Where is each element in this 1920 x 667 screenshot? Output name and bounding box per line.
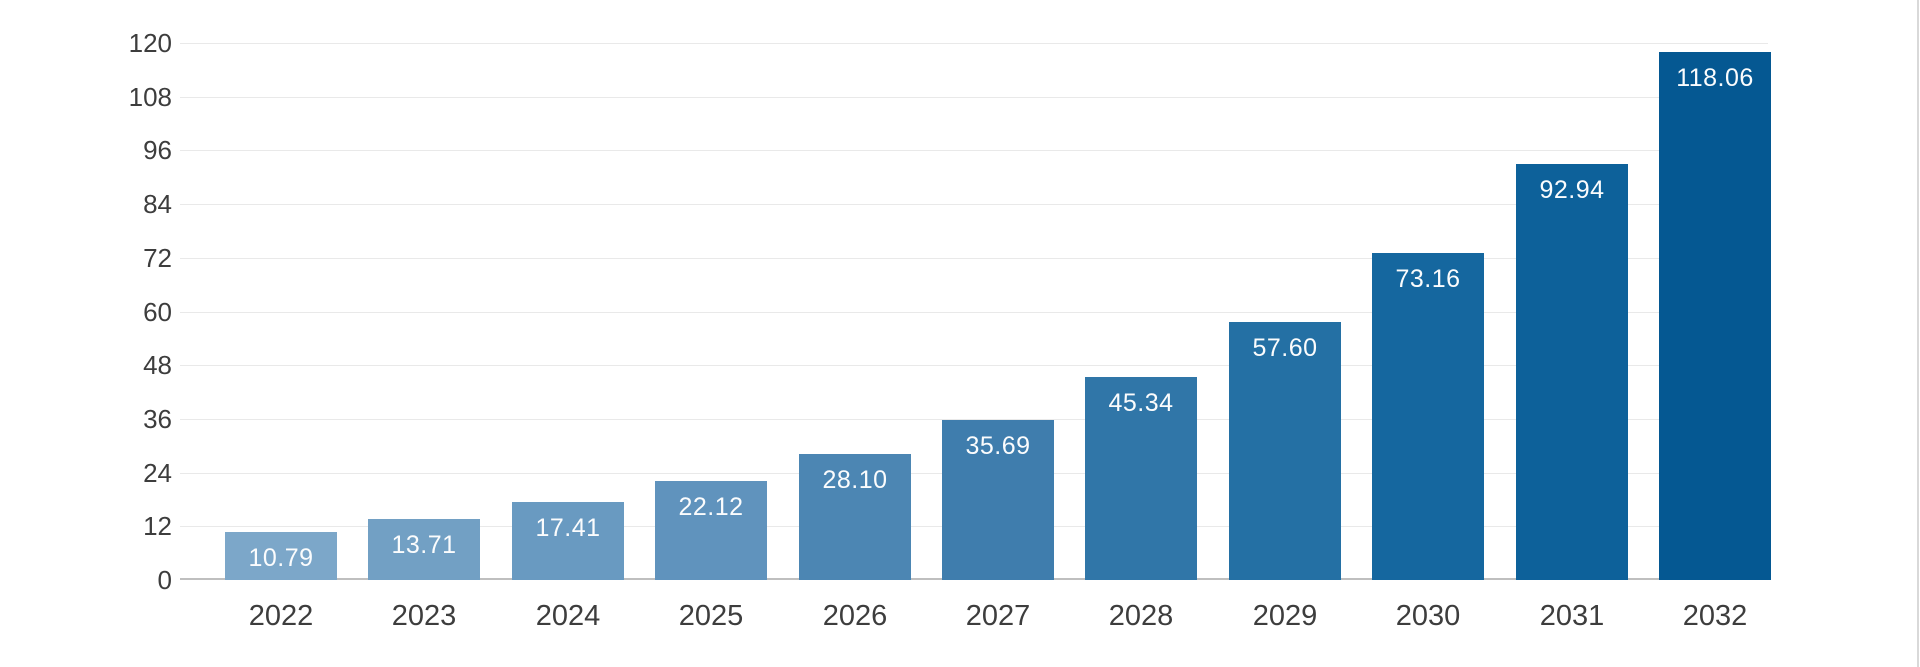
bar-2029: 57.60 xyxy=(1229,322,1341,580)
bar-2031: 92.94 xyxy=(1516,164,1628,580)
y-tick-label-0: 0 xyxy=(157,565,172,595)
gridline-y-48 xyxy=(180,365,1768,366)
bar-value-label-2026: 28.10 xyxy=(822,466,888,494)
bar-value-label-2024: 17.41 xyxy=(535,514,601,542)
bar-2027: 35.69 xyxy=(942,420,1054,580)
plot-area: 10.79 13.71 17.41 22.12 28.10 35.69 45.34 57.60… xyxy=(180,43,1771,580)
bar-value-label-2029: 57.60 xyxy=(1252,334,1318,362)
bar-value-label-2025: 22.12 xyxy=(678,493,744,521)
bar-value-label-2030: 73.16 xyxy=(1395,265,1461,293)
x-tick-label-2032: 2032 xyxy=(1682,600,1748,632)
bar-2032: 118.06 xyxy=(1659,52,1771,580)
y-tick-label-96: 96 xyxy=(143,135,172,165)
y-tick-label-120: 120 xyxy=(128,28,172,58)
x-tick-label-2022: 2022 xyxy=(248,600,314,632)
x-tick-label-2024: 2024 xyxy=(535,600,601,632)
y-tick-label-36: 36 xyxy=(143,404,172,434)
y-tick-label-12: 12 xyxy=(143,511,172,541)
bar-value-label-2027: 35.69 xyxy=(965,432,1031,460)
gridline-y-96 xyxy=(180,150,1768,151)
right-edge-divider xyxy=(1917,0,1919,667)
bar-2028: 45.34 xyxy=(1085,377,1197,580)
bar-value-label-2032: 118.06 xyxy=(1676,64,1754,92)
gridline-y-36 xyxy=(180,419,1768,420)
bar-2022: 10.79 xyxy=(225,532,337,580)
bar-2030: 73.16 xyxy=(1372,253,1484,580)
bar-value-label-2023: 13.71 xyxy=(391,531,457,559)
gridline-y-72 xyxy=(180,258,1768,259)
bar-value-label-2031: 92.94 xyxy=(1539,176,1605,204)
gridline-y-84 xyxy=(180,204,1768,205)
bar-value-label-2028: 45.34 xyxy=(1108,389,1174,417)
x-tick-label-2031: 2031 xyxy=(1539,600,1605,632)
gridline-y-60 xyxy=(180,312,1768,313)
bar-2026: 28.10 xyxy=(799,454,911,580)
bar-2024: 17.41 xyxy=(512,502,624,580)
y-tick-label-48: 48 xyxy=(143,350,172,380)
x-tick-label-2030: 2030 xyxy=(1395,600,1461,632)
y-tick-label-72: 72 xyxy=(143,243,172,273)
y-tick-label-84: 84 xyxy=(143,189,172,219)
y-tick-label-24: 24 xyxy=(143,458,172,488)
y-tick-label-108: 108 xyxy=(128,82,172,112)
gridline-y-108 xyxy=(180,97,1768,98)
x-tick-label-2025: 2025 xyxy=(678,600,744,632)
bar-value-label-2022: 10.79 xyxy=(248,544,314,572)
bar-2023: 13.71 xyxy=(368,519,480,580)
bar-2025: 22.12 xyxy=(655,481,767,580)
y-tick-label-60: 60 xyxy=(143,297,172,327)
x-tick-label-2026: 2026 xyxy=(822,600,888,632)
x-tick-label-2028: 2028 xyxy=(1108,600,1174,632)
x-tick-label-2023: 2023 xyxy=(391,600,457,632)
x-tick-label-2027: 2027 xyxy=(965,600,1031,632)
x-tick-label-2029: 2029 xyxy=(1252,600,1318,632)
gridline-y-120 xyxy=(180,43,1768,44)
